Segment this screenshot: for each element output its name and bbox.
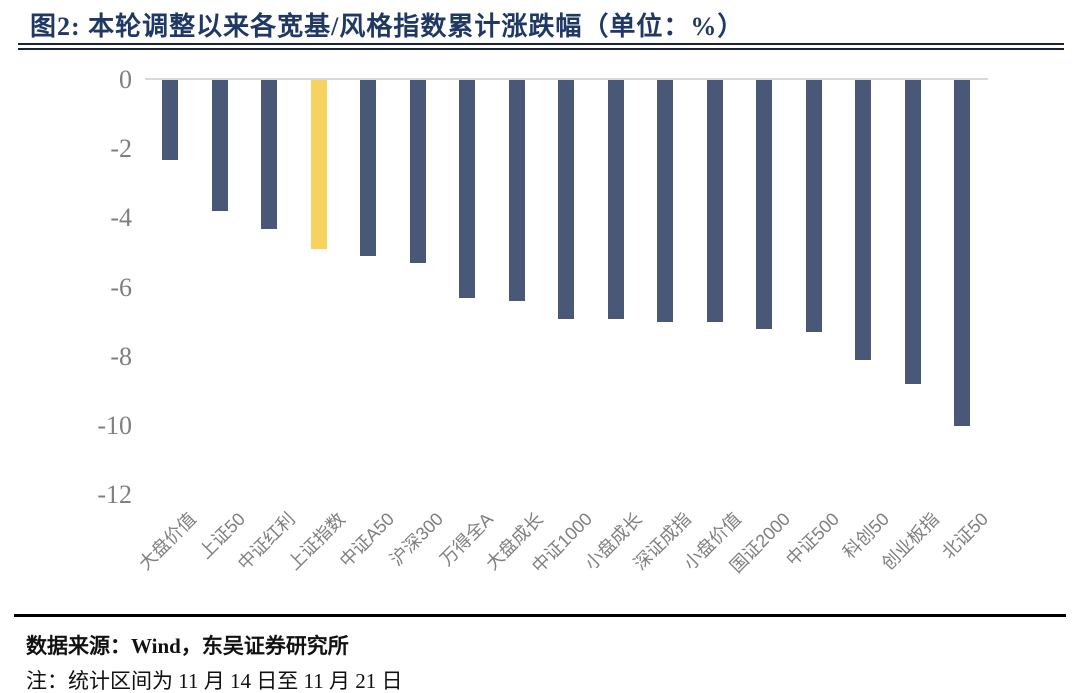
y-tick-label: -2 (110, 134, 132, 164)
x-tick-label: 大盘价值 (134, 508, 200, 574)
y-tick-label: -10 (97, 410, 132, 440)
x-tick-label: 沪深300 (386, 508, 448, 570)
y-tick-label: -4 (110, 203, 132, 233)
bar-小盘价值 (706, 80, 723, 323)
y-tick-label: -12 (97, 480, 132, 509)
y-tick-label: -8 (110, 341, 132, 371)
data-source-note: 数据来源：Wind，东吴证券研究所 (26, 634, 349, 658)
bar-国证2000 (756, 80, 772, 329)
bar-chart: 0 -2 -4 -6 -8 -10 -12 大盘价值 上证50 中证红利 上证指数 中证A50 沪深3… (97, 65, 992, 577)
x-tick-label: 北证50 (938, 508, 992, 563)
bar-大盘成长 (508, 80, 525, 302)
bar-上证50 (211, 80, 228, 212)
bar-大盘价值 (162, 80, 178, 160)
bar-北证50 (954, 80, 970, 426)
bar-中证500 (805, 80, 822, 333)
x-axis-zero-line (145, 78, 988, 80)
footer-divider-rule (14, 614, 1066, 617)
bar-中证A50 (360, 80, 376, 257)
bar-沪深300 (409, 80, 426, 264)
y-tick-label: 0 (119, 65, 132, 94)
y-tick-label: -6 (110, 272, 132, 302)
bar-上证指数 (310, 80, 327, 250)
bar-小盘成长 (607, 80, 624, 319)
bar-深证成指 (657, 80, 673, 323)
figure-title: 图2: 本轮调整以来各宽基/风格指数累计涨跌幅（单位：%） (30, 12, 745, 41)
bar-中证红利 (261, 80, 277, 229)
bar-科创50 (855, 80, 871, 361)
statistics-period-note: 注：统计区间为 11 月 14 日至 11 月 21 日 (26, 669, 403, 693)
title-divider-double-rule (18, 43, 1064, 50)
x-tick-label: 中证500 (782, 508, 844, 570)
bar-中证1000 (558, 80, 574, 319)
bar-万得全A (459, 80, 475, 298)
bar-创业板指 (904, 80, 921, 385)
